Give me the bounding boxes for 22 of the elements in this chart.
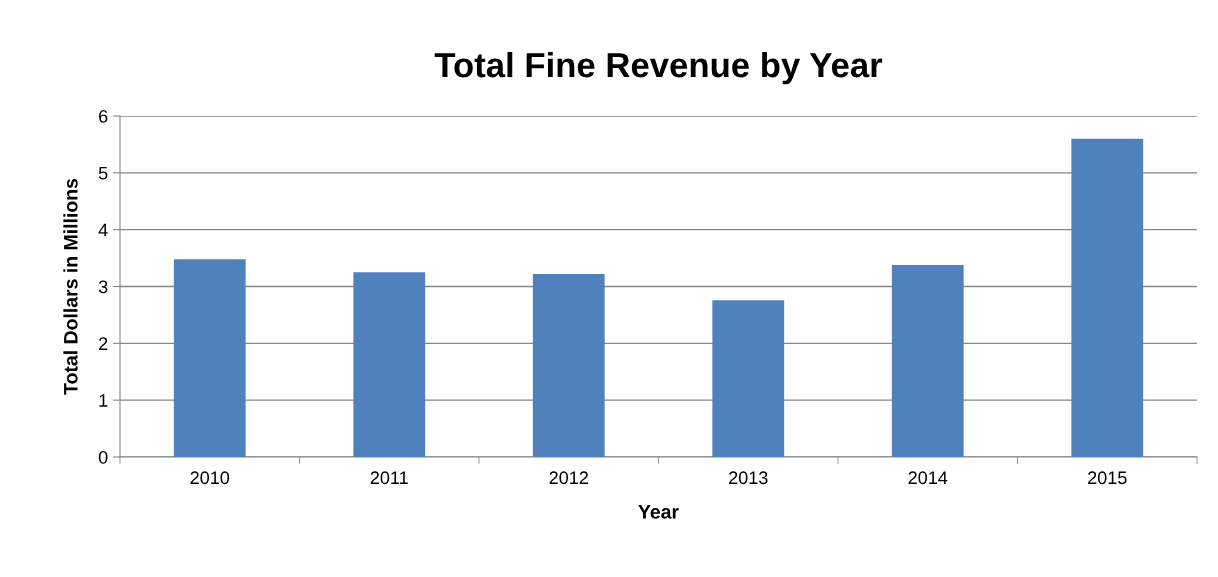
y-tick-label: 3 bbox=[98, 280, 108, 294]
x-tick-label: 2012 bbox=[549, 471, 588, 485]
bar bbox=[1071, 138, 1144, 457]
y-tick-label: 5 bbox=[98, 166, 108, 180]
chart-title: Total Fine Revenue by Year bbox=[434, 51, 883, 85]
y-tick-label: 1 bbox=[99, 394, 108, 407]
y-tick-label: 2 bbox=[99, 337, 108, 350]
y-tick-label: 0 bbox=[98, 450, 108, 464]
x-tick-label: 2011 bbox=[370, 471, 408, 485]
bar bbox=[891, 264, 964, 457]
bar bbox=[173, 259, 246, 457]
x-tick-label: 2013 bbox=[729, 471, 768, 485]
y-tick-label: 6 bbox=[99, 109, 108, 123]
x-tick-label: 2015 bbox=[1088, 471, 1127, 485]
bar bbox=[532, 274, 605, 457]
x-tick-label: 2010 bbox=[190, 471, 230, 485]
x-tick-label: 2014 bbox=[908, 471, 948, 485]
bar bbox=[353, 272, 426, 457]
bar bbox=[712, 300, 785, 457]
y-tick-label: 4 bbox=[98, 223, 108, 237]
x-axis-title: Year bbox=[638, 505, 679, 519]
y-axis-title: Total Dollars in Millions bbox=[63, 178, 78, 395]
